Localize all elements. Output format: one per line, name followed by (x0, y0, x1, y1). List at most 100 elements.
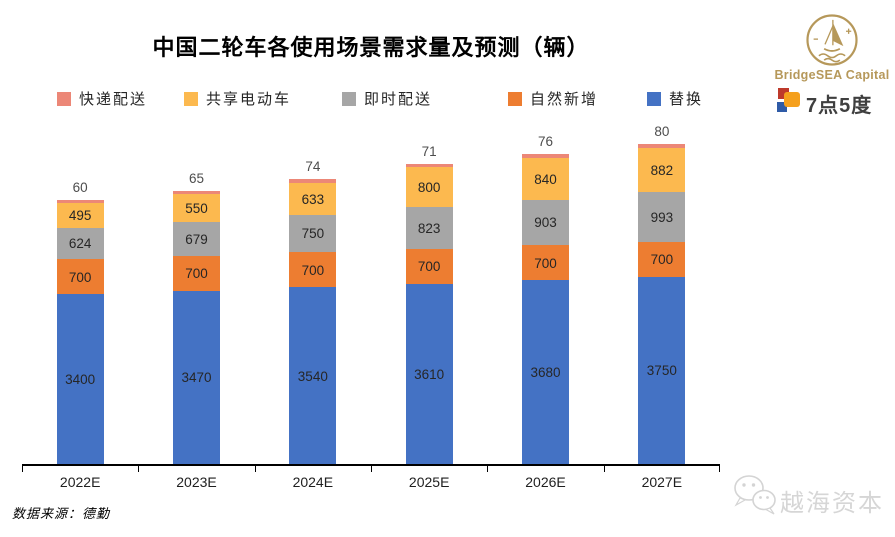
legend-item-即时配送: 即时配送 (342, 88, 432, 109)
legend-marker-icon (184, 91, 198, 106)
value-label: 495 (68, 208, 92, 224)
legend-label: 替换 (669, 91, 704, 108)
stacked-bar-2027E: 3750 700 993 882 80 (638, 122, 686, 464)
bar-segment-共享电动车 (289, 182, 337, 215)
legend-label: 共享电动车 (206, 91, 292, 108)
legend-label: 即时配送 (364, 91, 433, 108)
bar-segment-即时配送 (289, 214, 337, 252)
x-axis-label-2022E: 2022E (59, 474, 101, 490)
bar-segment-快递配送 (522, 154, 569, 158)
bar-segment-快递配送 (289, 179, 337, 183)
bar-segment-共享电动车 (405, 167, 453, 208)
qidianwudu-logo: 7点5度 (776, 87, 892, 117)
stacked-bar-2025E: 3610 700 823 800 71 (405, 142, 453, 464)
plot-area: 3400 700 624 495 60 3470 700 679 550 65 3540 700 750… (22, 120, 720, 472)
bar-segment-替换 (289, 287, 337, 464)
value-label: 800 (417, 180, 441, 196)
chart-legend: 快递配送 共享电动车 即时配送 自然新增 替换 (0, 88, 895, 108)
x-axis-tick (255, 466, 256, 472)
value-label: 840 (534, 171, 557, 187)
value-label: 993 (650, 209, 674, 225)
bar-segment-快递配送 (56, 200, 104, 204)
legend-item-替换: 替换 (647, 88, 703, 109)
value-label: 700 (534, 255, 557, 271)
value-label: 903 (534, 215, 557, 231)
bar-segment-自然新增 (56, 259, 104, 294)
value-label: 700 (68, 269, 92, 285)
bar-segment-自然新增 (173, 255, 220, 291)
chart-title: 中国二轮车各使用场景需求量及预测（辆） (152, 35, 590, 60)
value-label: 550 (185, 200, 208, 216)
yuehai-wordmark: 越海资本 (780, 490, 884, 517)
value-label: 3400 (65, 372, 96, 387)
bar-segment-快递配送 (173, 190, 220, 195)
x-axis-label-2025E: 2025E (408, 474, 450, 490)
x-axis-tick (604, 466, 605, 472)
legend-item-共享电动车: 共享电动车 (184, 88, 291, 109)
value-label: 3610 (414, 366, 445, 382)
bar-segment-自然新增 (405, 248, 453, 284)
data-source-note: 数据来源：德勤 (12, 506, 111, 521)
value-label: 700 (301, 262, 325, 278)
bar-segment-替换 (405, 283, 453, 464)
value-label: 3470 (181, 370, 212, 386)
stacked-bar-2022E: 3400 700 624 495 60 (56, 178, 104, 464)
value-label: 700 (185, 266, 208, 281)
top-value-label: 80 (654, 123, 670, 139)
bridgesea-logo: BridgeSEA Capital (772, 12, 892, 82)
bar-segment-快递配送 (405, 163, 453, 168)
top-value-label: 74 (305, 159, 321, 175)
value-label: 750 (301, 226, 325, 242)
bar-segment-自然新增 (289, 252, 337, 287)
value-label: 882 (650, 162, 674, 178)
value-label: 823 (417, 220, 441, 236)
bar-segment-自然新增 (522, 245, 569, 280)
value-label: 3540 (297, 368, 328, 384)
x-axis-labels: 2022E 2023E 2024E 2025E 2026E 2027E (22, 474, 720, 492)
bar-segment-共享电动车 (522, 157, 569, 200)
x-axis-tick (371, 466, 372, 472)
value-label: 3750 (646, 363, 677, 379)
wechat-icon (734, 475, 776, 515)
bridgesea-wordmark: BridgeSEA Capital (774, 68, 890, 82)
x-axis-label-2026E: 2026E (525, 474, 566, 490)
bar-segment-共享电动车 (56, 203, 104, 228)
stacked-bar-2026E: 3680 700 903 840 76 (522, 132, 569, 464)
x-axis-label-2027E: 2027E (641, 474, 683, 490)
bar-segment-替换 (173, 290, 220, 464)
x-axis-label-2024E: 2024E (292, 474, 334, 490)
top-value-label: 76 (537, 134, 554, 150)
legend-item-快递配送: 快递配送 (57, 88, 147, 109)
bar-segment-即时配送 (522, 199, 569, 245)
bar-segment-即时配送 (56, 227, 104, 259)
top-value-label: 71 (421, 143, 437, 159)
value-label: 700 (417, 259, 441, 274)
legend-marker-icon (342, 91, 356, 106)
x-axis-tick (719, 466, 720, 472)
x-axis-label-2023E: 2023E (176, 474, 217, 490)
bar-segment-快递配送 (638, 143, 686, 148)
x-axis-tick (22, 466, 23, 472)
value-label: 3680 (530, 365, 561, 380)
x-axis-tick (487, 466, 488, 472)
legend-marker-icon (57, 91, 71, 106)
top-value-label: 60 (72, 180, 88, 196)
value-label: 624 (68, 236, 92, 252)
bar-segment-替换 (522, 280, 569, 464)
stacked-bar-2024E: 3540 700 750 633 74 (289, 157, 337, 464)
top-value-label: 65 (188, 170, 205, 186)
bar-segment-自然新增 (638, 241, 686, 277)
legend-label: 自然新增 (530, 91, 599, 108)
bar-segment-替换 (56, 294, 104, 464)
legend-label: 快递配送 (79, 91, 148, 108)
qidianwudu-squares-icon (776, 88, 803, 114)
qidianwudu-wordmark: 7点5度 (806, 95, 873, 117)
yuehai-watermark: 越海资本 (731, 472, 891, 520)
bar-segment-即时配送 (405, 207, 453, 249)
value-label: 700 (650, 252, 674, 267)
legend-marker-icon (647, 91, 661, 106)
x-axis-tick (138, 466, 139, 472)
value-label: 633 (301, 191, 325, 207)
legend-marker-icon (508, 91, 522, 106)
